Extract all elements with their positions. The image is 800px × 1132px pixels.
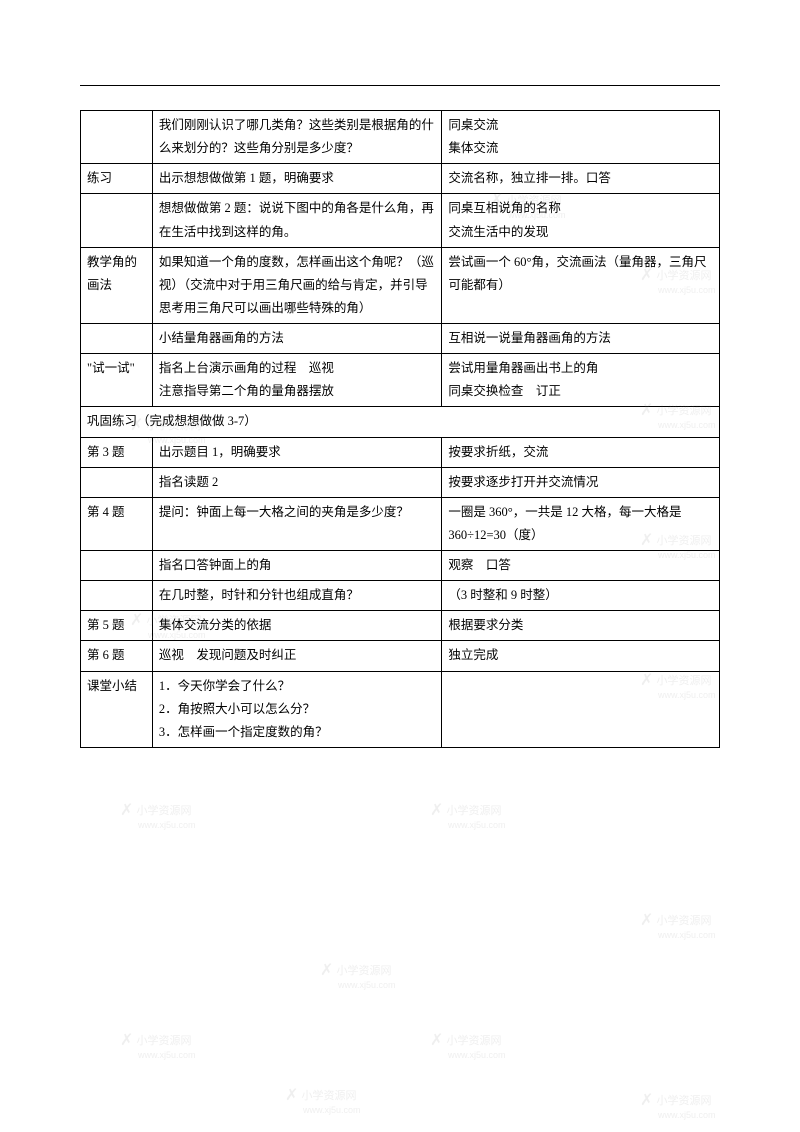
student-activity-cell: 按要求逐步打开并交流情况 [442,467,720,497]
section-label-cell [81,194,153,247]
student-activity-cell: 观察 口答 [442,551,720,581]
student-activity-cell: 独立完成 [442,641,720,671]
leaf-icon: ✗ [320,962,333,979]
teacher-activity-cell: 提问：钟面上每一大格之间的夹角是多少度？ [152,497,441,550]
watermark-item: ✗ 小学资源网 www.xj5u.com [120,800,196,830]
teacher-activity-cell: 出示题目 1，明确要求 [152,437,441,467]
section-label-cell [81,111,153,164]
student-activity-cell: 尝试画一个 60°角，交流画法（量角器，三角尺可能都有） [442,247,720,323]
watermark-url: www.xj5u.com [138,1050,196,1060]
teacher-activity-cell: 如果知道一个角的度数，怎样画出这个角呢？（巡视）（交流中对于用三角尺画的给与肯定… [152,247,441,323]
leaf-icon: ✗ [285,1087,298,1104]
student-activity-cell: 一圈是 360°，一共是 12 大格，每一大格是 360÷12=30（度） [442,497,720,550]
student-activity-cell [442,671,720,747]
section-label-cell: "试一试" [81,354,153,407]
section-label-cell: 练习 [81,164,153,194]
student-activity-cell: 按要求折纸，交流 [442,437,720,467]
table-row: 教学角的画法如果知道一个角的度数，怎样画出这个角呢？（巡视）（交流中对于用三角尺… [81,247,720,323]
student-activity-cell: 根据要求分类 [442,611,720,641]
table-row: 我们刚刚认识了哪几类角？这些类别是根据角的什么来划分的？这些角分别是多少度？同桌… [81,111,720,164]
table-row: 指名口答钟面上的角观察 口答 [81,551,720,581]
table-body: 我们刚刚认识了哪几类角？这些类别是根据角的什么来划分的？这些角分别是多少度？同桌… [81,111,720,748]
watermark-item: ✗ 小学资源网 www.xj5u.com [430,1030,506,1060]
teacher-activity-cell: 指名上台演示画角的过程 巡视注意指导第二个角的量角器摆放 [152,354,441,407]
student-activity-cell: 同桌交流集体交流 [442,111,720,164]
teacher-activity-cell: 巡视 发现问题及时纠正 [152,641,441,671]
header-divider [80,85,720,86]
leaf-icon: ✗ [640,1092,653,1109]
watermark-url: www.xj5u.com [338,980,396,990]
teacher-activity-cell: 我们刚刚认识了哪几类角？这些类别是根据角的什么来划分的？这些角分别是多少度？ [152,111,441,164]
section-label-cell: 课堂小结 [81,671,153,747]
table-row: 小结量角器画角的方法互相说一说量角器画角的方法 [81,324,720,354]
watermark-item: ✗ 小学资源网 www.xj5u.com [320,960,396,990]
table-row: 第 4 题提问：钟面上每一大格之间的夹角是多少度？一圈是 360°，一共是 12… [81,497,720,550]
watermark-label: 小学资源网 [443,1035,501,1047]
section-label-cell: 第 4 题 [81,497,153,550]
lesson-plan-table: 我们刚刚认识了哪几类角？这些类别是根据角的什么来划分的？这些角分别是多少度？同桌… [80,110,720,748]
table-row: 第 5 题集体交流分类的依据根据要求分类 [81,611,720,641]
student-activity-cell: 同桌互相说角的名称交流生活中的发现 [442,194,720,247]
table-row: 第 6 题巡视 发现问题及时纠正独立完成 [81,641,720,671]
table-row: 巩固练习（完成想想做做 3-7） [81,407,720,437]
watermark-label: 小学资源网 [133,805,191,817]
leaf-icon: ✗ [640,912,653,929]
watermark-url: www.xj5u.com [658,930,716,940]
watermark-label: 小学资源网 [653,1095,711,1107]
student-activity-cell: （3 时整和 9 时整） [442,581,720,611]
watermark-item: ✗ 小学资源网 www.xj5u.com [640,1090,716,1120]
teacher-activity-cell: 想想做做第 2 题：说说下图中的角各是什么角，再在生活中找到这样的角。 [152,194,441,247]
teacher-activity-cell: 集体交流分类的依据 [152,611,441,641]
section-label-cell [81,324,153,354]
watermark-label: 小学资源网 [443,805,501,817]
watermark-label: 小学资源网 [298,1090,356,1102]
teacher-activity-cell: 小结量角器画角的方法 [152,324,441,354]
table-row: 第 3 题出示题目 1，明确要求按要求折纸，交流 [81,437,720,467]
section-label-cell: 教学角的画法 [81,247,153,323]
teacher-activity-cell: 出示想想做做第 1 题，明确要求 [152,164,441,194]
section-label-cell: 第 3 题 [81,437,153,467]
watermark-url: www.xj5u.com [138,820,196,830]
teacher-activity-cell: 1．今天你学会了什么？2．角按照大小可以怎么分？3．怎样画一个指定度数的角？ [152,671,441,747]
leaf-icon: ✗ [120,802,133,819]
section-label-cell [81,551,153,581]
table-row: 练习出示想想做做第 1 题，明确要求交流名称，独立排一排。口答 [81,164,720,194]
table-row: "试一试"指名上台演示画角的过程 巡视注意指导第二个角的量角器摆放尝试用量角器画… [81,354,720,407]
section-label-cell [81,467,153,497]
teacher-activity-cell: 指名读题 2 [152,467,441,497]
table-row: 在几时整，时针和分针也组成直角？（3 时整和 9 时整） [81,581,720,611]
watermark-label: 小学资源网 [653,915,711,927]
watermark-url: www.xj5u.com [658,1110,716,1120]
table-row: 指名读题 2按要求逐步打开并交流情况 [81,467,720,497]
section-label-cell: 第 5 题 [81,611,153,641]
section-label-cell: 第 6 题 [81,641,153,671]
student-activity-cell: 互相说一说量角器画角的方法 [442,324,720,354]
watermark-item: ✗ 小学资源网 www.xj5u.com [430,800,506,830]
watermark-url: www.xj5u.com [448,1050,506,1060]
watermark-label: 小学资源网 [133,1035,191,1047]
leaf-icon: ✗ [120,1032,133,1049]
section-label-cell [81,581,153,611]
leaf-icon: ✗ [430,1032,443,1049]
leaf-icon: ✗ [430,802,443,819]
student-activity-cell: 尝试用量角器画出书上的角同桌交换检查 订正 [442,354,720,407]
watermark-item: ✗ 小学资源网 www.xj5u.com [120,1030,196,1060]
table-row: 课堂小结1．今天你学会了什么？2．角按照大小可以怎么分？3．怎样画一个指定度数的… [81,671,720,747]
teacher-activity-cell: 在几时整，时针和分针也组成直角？ [152,581,441,611]
watermark-label: 小学资源网 [333,965,391,977]
watermark-item: ✗ 小学资源网 www.xj5u.com [640,910,716,940]
table-row: 想想做做第 2 题：说说下图中的角各是什么角，再在生活中找到这样的角。同桌互相说… [81,194,720,247]
watermark-url: www.xj5u.com [303,1105,361,1115]
teacher-activity-cell: 指名口答钟面上的角 [152,551,441,581]
student-activity-cell: 交流名称，独立排一排。口答 [442,164,720,194]
watermark-url: www.xj5u.com [448,820,506,830]
spanning-cell: 巩固练习（完成想想做做 3-7） [81,407,720,437]
watermark-item: ✗ 小学资源网 www.xj5u.com [285,1085,361,1115]
